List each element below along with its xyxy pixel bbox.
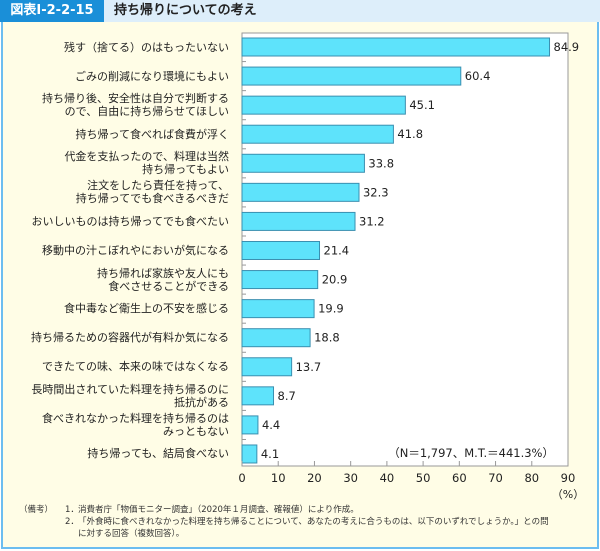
bar [241,270,319,290]
value-label: 20.9 [322,273,348,287]
bar [241,124,394,144]
value-label: 84.9 [554,40,580,54]
category-label: 食中毒など衛生上の不安を感じる [64,302,229,316]
value-label: 33.8 [368,156,394,170]
figure-title: 持ち帰りについての考え [114,3,257,18]
bar [241,182,360,202]
category-label: 持ち帰って食べれば食費が浮く [75,127,229,141]
value-label: 19.9 [318,302,344,316]
x-tick-label: 50 [416,471,431,485]
bar [241,37,551,57]
bar [241,240,321,260]
category-label: ごみの削減になり環境にもよい [75,69,229,83]
x-tick-label: 70 [488,471,503,485]
value-label: 32.3 [363,185,389,199]
bar [241,444,258,464]
note-number: 1． [65,505,79,515]
x-tick-label: 30 [343,471,358,485]
category-label: 持ち帰り後、安全性は自分で判断する ので、自由に持ち帰らせてほしい [42,92,229,119]
category-label: 移動中の汁こぼれやにおいが気になる [42,243,229,257]
category-label: 残す（捨てる）のはもったいない [64,40,229,54]
x-tick-label: 60 [452,471,467,485]
sample-annotation: （N＝1,797、M.T.＝441.3%） [388,446,554,460]
notes-label: （備考） [19,505,54,515]
bar-chart: 84.9 60.4 45.1 41.8 33.8 32.3 31.2 21.4 20.9 19.9… [238,32,584,501]
note-text: 「外食時に食べきれなかった料理を持ち帰ることについて、あなたの考えに合うものは、… [78,517,549,539]
x-axis-unit: （%） [552,488,584,501]
bar [241,211,356,231]
value-label: 4.4 [262,418,280,432]
bar [241,328,311,348]
value-label: 8.7 [278,389,296,403]
bar [241,153,365,173]
note-number: 2． [65,517,79,527]
bar [241,415,259,435]
bar [241,299,315,319]
value-label: 4.1 [261,447,279,461]
x-tick-label: 20 [307,471,322,485]
figure-number: 図表Ⅰ-2-2-15 [0,0,104,22]
header-bar: 図表Ⅰ-2-2-15 持ち帰りについての考え [0,0,600,22]
bar [241,95,406,115]
bar [241,386,275,406]
x-tick-label: 0 [238,471,245,485]
x-tick-label: 10 [271,471,286,485]
category-label: 持ち帰れば家族や友人にも 食べさせることができる [97,266,229,293]
value-label: 13.7 [296,360,322,374]
category-label: 持ち帰っても、結局食べない [87,447,229,461]
value-label: 60.4 [465,69,491,83]
x-tick-label: 80 [524,471,539,485]
category-label: できたての味、本来の味ではなくなる [42,360,229,374]
category-label: おいしいものは持ち帰ってでも食べたい [31,214,229,228]
value-label: 31.2 [359,214,385,228]
category-label: 長時間出されていた料理を持ち帰るのに 抵抗がある [31,382,229,409]
category-label: 代金を支払ったので、料理は当然 持ち帰ってもよい [64,150,229,177]
notes: （備考） 1． 消費者庁「物価モニター調査」（2020年１月調査、確報値）により作成… [19,504,549,540]
value-label: 45.1 [409,98,435,112]
category-label: 持ち帰るための容器代が有料か気になる [31,331,229,345]
value-label: 41.8 [397,127,423,141]
value-label: 18.8 [314,331,340,345]
value-label: 21.4 [324,243,350,257]
bar [241,66,462,86]
x-tick-label: 90 [561,471,576,485]
note-text: 消費者庁「物価モニター調査」（2020年１月調査、確報値）により作成。 [78,505,359,515]
bar [241,357,293,377]
chart-panel: 84.9 60.4 45.1 41.8 33.8 32.3 31.2 21.4 20.9 19.9… [1,22,599,549]
category-label: 食べきれなかった料理を持ち帰るのは みっともない [42,411,229,438]
x-tick-label: 40 [380,471,395,485]
category-label: 注文をしたら責任を持って、 持ち帰ってでも食べきるべきだ [75,179,229,206]
